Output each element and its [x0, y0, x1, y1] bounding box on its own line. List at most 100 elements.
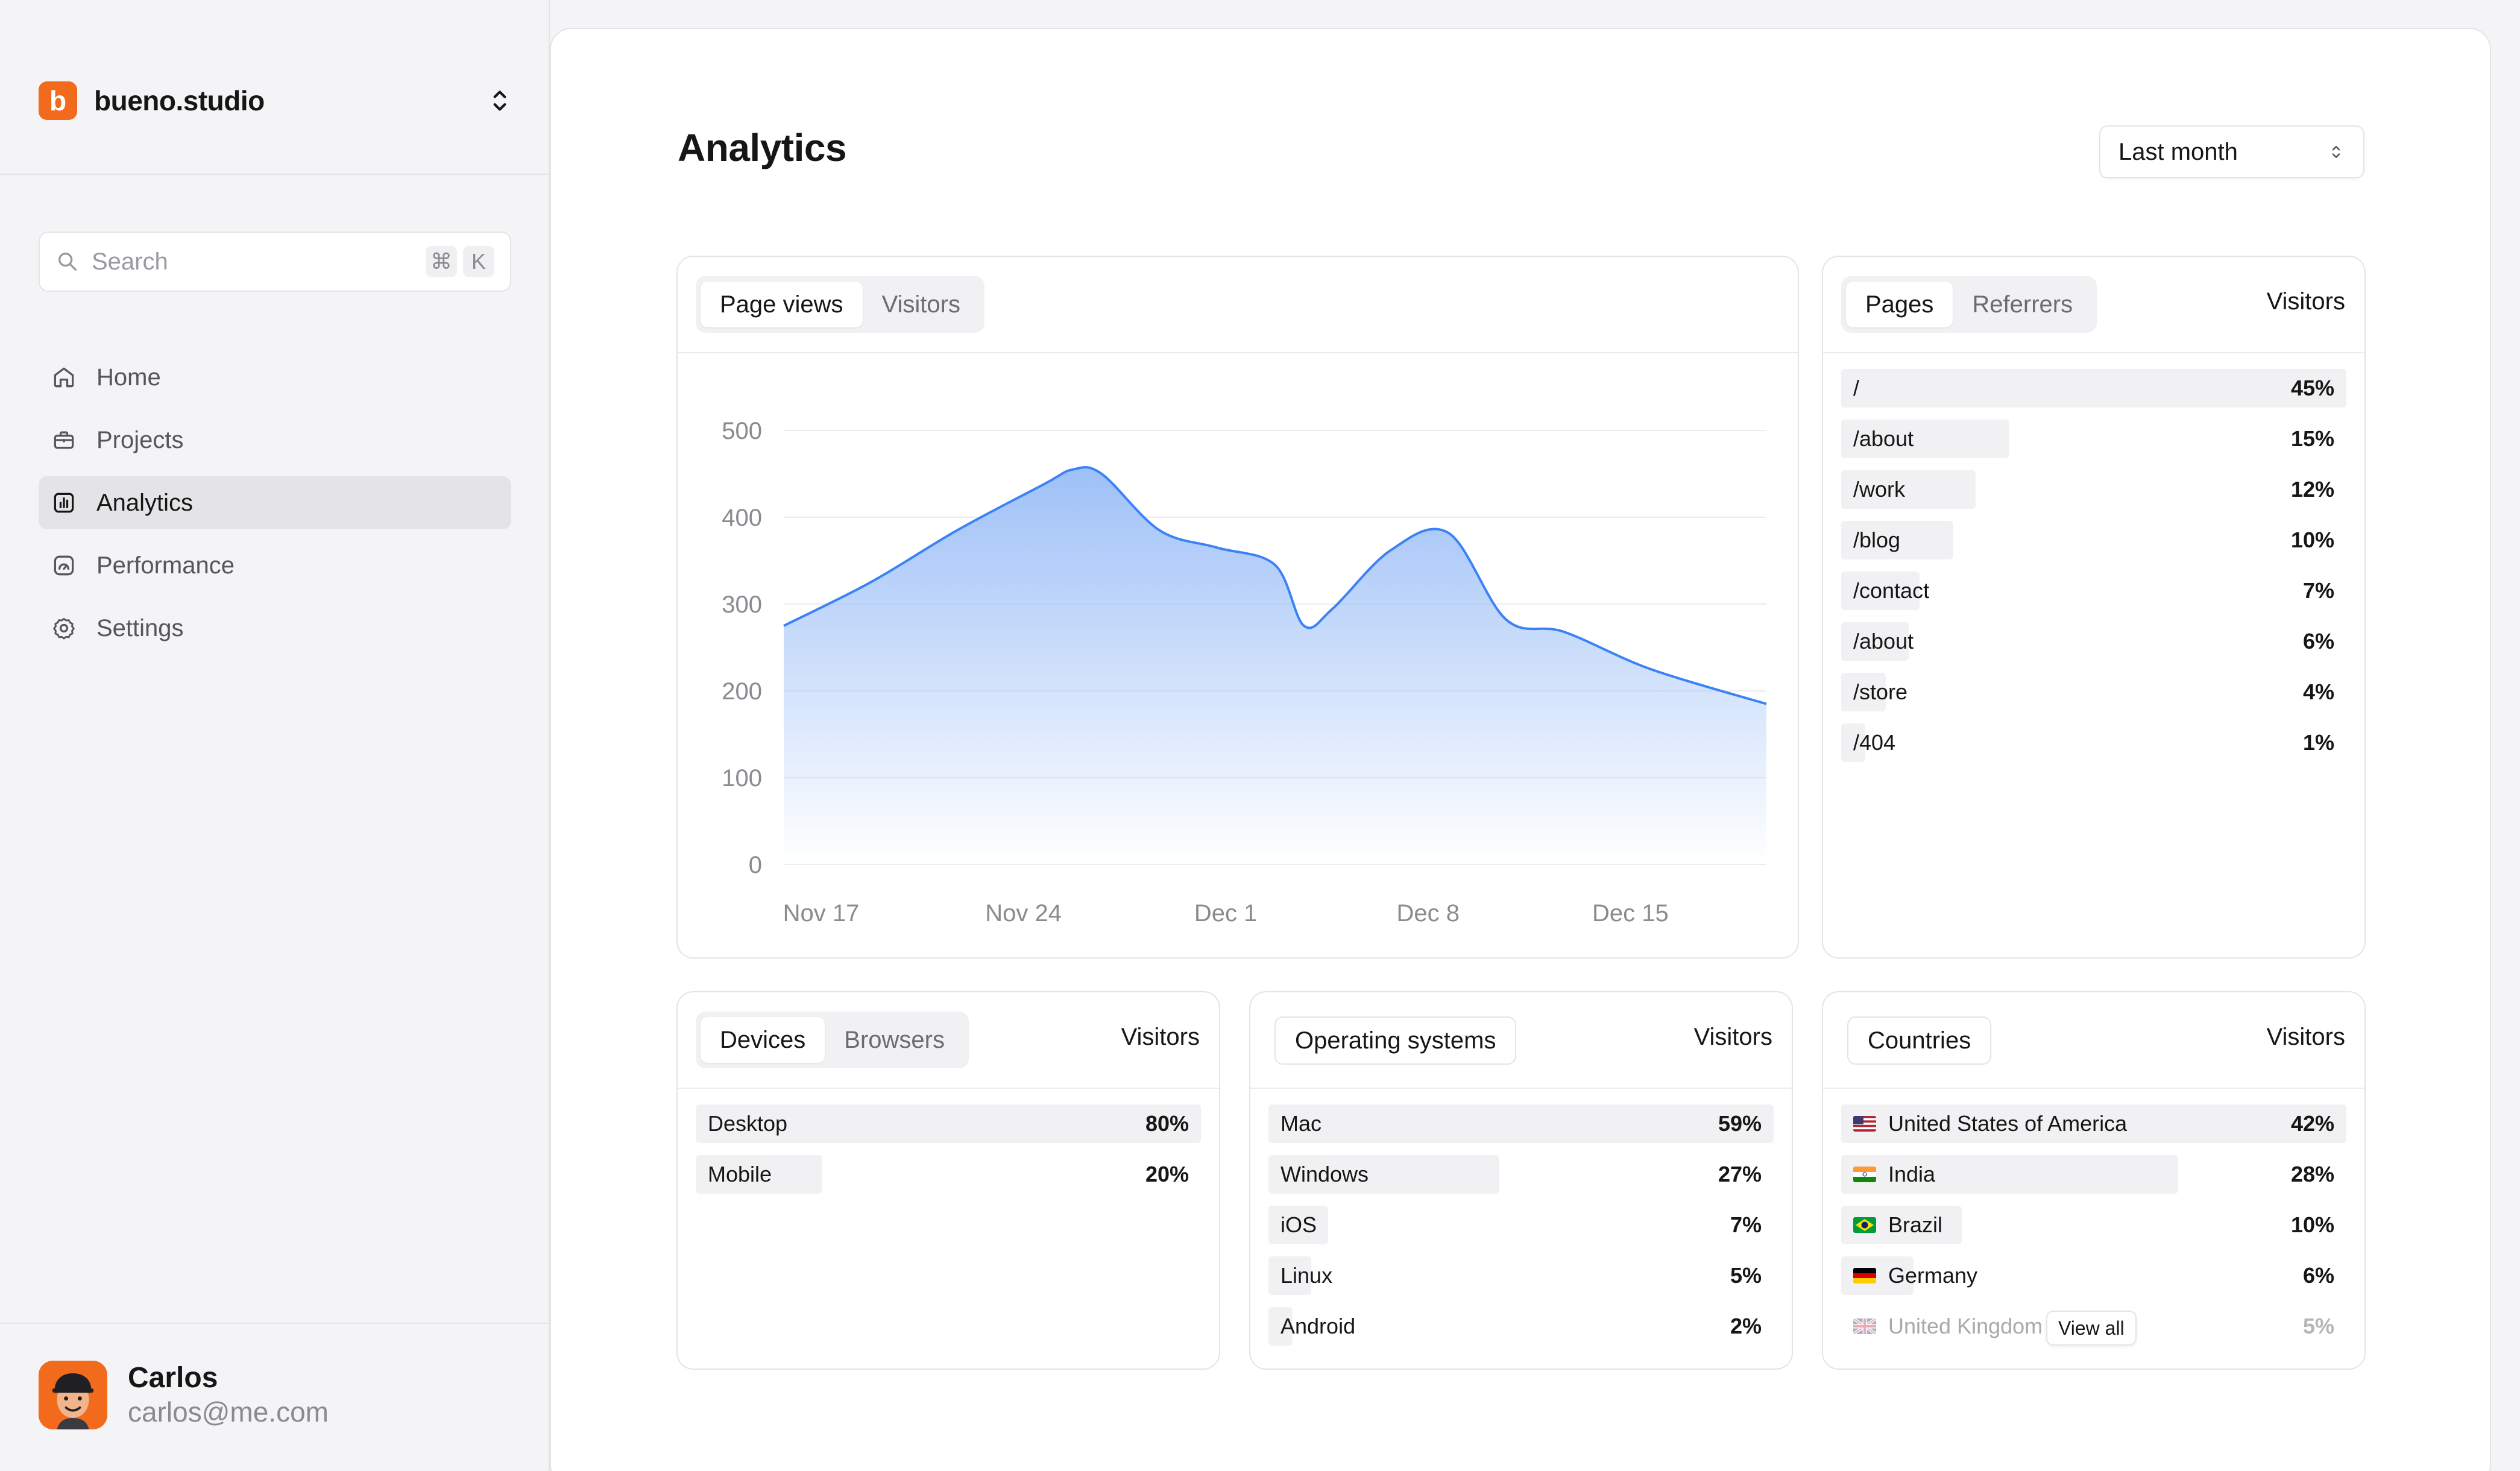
chevron-up-down-icon[interactable]: [485, 86, 515, 116]
gauge-icon: [54, 555, 74, 576]
list-item[interactable]: Desktop 80%: [696, 1104, 1201, 1143]
shortcut-key-command: ⌘: [426, 246, 457, 277]
list-item[interactable]: Germany 6%: [1841, 1256, 2346, 1295]
row-label: Germany: [1853, 1256, 1977, 1295]
view-all-button[interactable]: View all: [2046, 1311, 2137, 1346]
sidebar-item-performance[interactable]: Performance: [39, 539, 511, 592]
list-item[interactable]: iOS 7%: [1268, 1206, 1774, 1244]
list-item[interactable]: /about 6%: [1841, 622, 2346, 661]
bar-chart-icon: [54, 493, 74, 513]
column-header-visitors: Visitors: [1121, 1024, 1200, 1050]
card-header: Pages Referrers Visitors: [1823, 257, 2364, 353]
list-item[interactable]: India 28%: [1841, 1155, 2346, 1194]
row-label: /store: [1853, 673, 1907, 711]
germany-flag-icon: [1853, 1268, 1876, 1284]
share-bar: [1268, 1155, 1500, 1194]
row-label: /about: [1853, 420, 1914, 458]
row-value: 6%: [2302, 629, 2334, 654]
sidebar-divider: [0, 1323, 550, 1324]
search-input[interactable]: [92, 248, 405, 276]
list-item[interactable]: /work 12%: [1841, 470, 2346, 509]
us-flag-icon: [1853, 1116, 1876, 1132]
row-label-text: Windows: [1280, 1162, 1369, 1186]
y-tick-label: 0: [749, 852, 762, 878]
row-label-text: India: [1888, 1162, 1936, 1186]
list-item[interactable]: Android 2%: [1268, 1307, 1774, 1346]
row-label-text: Linux: [1280, 1263, 1333, 1288]
tab-page-views[interactable]: Page views: [701, 282, 863, 327]
row-value: 10%: [2290, 1212, 2334, 1237]
share-bar: [1841, 470, 1976, 509]
card-header: Page views Visitors: [678, 257, 1798, 353]
tab-referrers[interactable]: Referrers: [1972, 291, 2073, 318]
pages-list: /45%/about 15%/work 12%/blog 10%/contact 7% /…: [1841, 369, 2346, 774]
share-bar: [1268, 1206, 1329, 1244]
list-item[interactable]: /blog 10%: [1841, 521, 2346, 559]
date-range-select[interactable]: Last month: [2099, 125, 2364, 178]
list-item[interactable]: /contact 7%: [1841, 572, 2346, 610]
list-item[interactable]: United States of America 42%: [1841, 1104, 2346, 1143]
list-item[interactable]: Brazil 10%: [1841, 1206, 2346, 1244]
pages-card: Pages Referrers Visitors / 45% /about 15% /w…: [1822, 256, 2366, 959]
traffic-chart-card: Page views Visitors 0 100 200 300 400 500 Nov …: [676, 256, 1799, 959]
sidebar-item-projects[interactable]: Projects: [39, 414, 511, 467]
row-value: 1%: [2302, 730, 2334, 755]
devices-tabs: Devices Browsers: [696, 1012, 969, 1068]
row-label-text: Mobile: [708, 1162, 772, 1186]
x-tick-label: Dec 15: [1592, 900, 1669, 927]
row-label: /: [1853, 369, 1859, 408]
tab-browsers[interactable]: Browsers: [844, 1026, 945, 1053]
row-value: 45%: [2290, 376, 2334, 400]
user-email: carlos@me.com: [128, 1396, 329, 1428]
row-label-text: Mac: [1280, 1111, 1322, 1136]
sidebar-nav: Home Projects Analytics Performance: [39, 351, 511, 664]
sidebar-item-analytics[interactable]: Analytics: [39, 476, 511, 529]
sidebar-item-settings[interactable]: Settings: [39, 602, 511, 655]
tab-pages[interactable]: Pages: [1846, 282, 1953, 327]
page-views-chart: 0 100 200 300 400 500 Nov 17 Nov 24 Dec 1 Dec 8 De…: [722, 418, 1767, 927]
operating-systems-card: Operating systems Visitors Mac 59% Windows…: [1249, 991, 1793, 1370]
shortcut-key-k: K: [463, 246, 494, 277]
list-item[interactable]: /store 4%: [1841, 673, 2346, 711]
list-item[interactable]: / 45%: [1841, 369, 2346, 408]
user-profile[interactable]: Carlos carlos@me.com: [39, 1360, 329, 1430]
row-label: /blog: [1853, 521, 1900, 559]
india-flag-icon: [1853, 1167, 1876, 1182]
y-tick-label: 500: [722, 418, 762, 444]
workspace-switcher[interactable]: b bueno.studio: [39, 80, 515, 122]
share-bar: [1268, 1256, 1312, 1295]
list-item[interactable]: Mobile 20%: [696, 1155, 1201, 1194]
share-bar: [1841, 369, 2346, 408]
column-header-visitors: Visitors: [1693, 1024, 1772, 1050]
sidebar-item-label: Analytics: [96, 489, 194, 516]
row-label-text: /contact: [1853, 578, 1930, 603]
list-item[interactable]: Mac 59%: [1268, 1104, 1774, 1143]
row-value: 12%: [2290, 477, 2334, 502]
row-label-text: /blog: [1853, 528, 1901, 552]
row-label-text: /about: [1853, 426, 1914, 451]
search-box[interactable]: ⌘ K: [39, 232, 511, 292]
row-label: Brazil: [1853, 1206, 1942, 1244]
row-label-text: Android: [1280, 1314, 1356, 1338]
chevron-up-down-icon: [2332, 146, 2340, 158]
row-label: Linux: [1280, 1256, 1332, 1295]
brazil-flag-icon: [1853, 1217, 1876, 1233]
tab-visitors[interactable]: Visitors: [881, 291, 960, 318]
tab-devices[interactable]: Devices: [701, 1017, 825, 1063]
list-item[interactable]: United Kingdom 5% View all: [1841, 1307, 2346, 1346]
row-value: 20%: [1145, 1162, 1189, 1186]
sidebar-item-home[interactable]: Home: [39, 351, 511, 404]
row-label-text: Desktop: [708, 1111, 788, 1136]
list-item[interactable]: Linux 5%: [1268, 1256, 1774, 1295]
sidebar-item-label: Home: [96, 364, 161, 391]
countries-card: Countries Visitors United States of Amer…: [1822, 991, 2366, 1370]
brand-logo: b: [39, 81, 77, 120]
row-label: Desktop: [708, 1104, 787, 1143]
list-item[interactable]: /404 1%: [1841, 723, 2346, 762]
list-item[interactable]: /about 15%: [1841, 420, 2346, 458]
list-item[interactable]: Windows 27%: [1268, 1155, 1774, 1194]
row-value: 59%: [1718, 1111, 1762, 1136]
date-range-value: Last month: [2118, 138, 2238, 165]
column-header-visitors: Visitors: [2266, 1024, 2345, 1050]
row-value: 4%: [2302, 679, 2334, 704]
